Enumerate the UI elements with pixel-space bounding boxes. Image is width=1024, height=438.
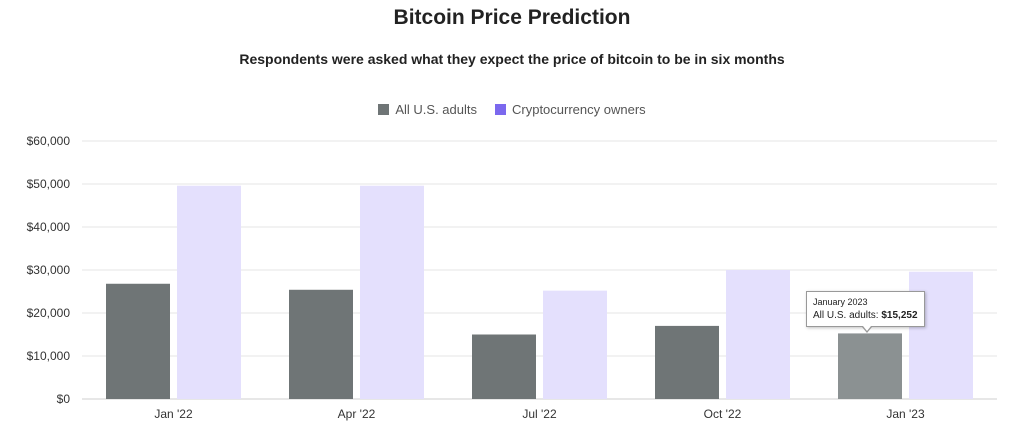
bar-all-adults	[472, 334, 536, 399]
y-tick-label: $60,000	[27, 134, 71, 148]
chart-title: Bitcoin Price Prediction	[393, 6, 631, 29]
y-tick-label: $10,000	[27, 349, 71, 363]
x-tick-label: Jan '22	[154, 407, 193, 421]
legend-swatch-crypto-owners	[495, 104, 506, 115]
legend-label-all-adults: All U.S. adults	[395, 102, 477, 117]
tooltip-label: All U.S. adults:	[813, 310, 879, 321]
bar-crypto-owners	[726, 270, 790, 399]
bar-all-adults	[655, 325, 719, 399]
legend: All U.S. adults Cryptocurrency owners	[0, 102, 1024, 117]
legend-label-crypto-owners: Cryptocurrency owners	[512, 102, 646, 117]
bar-all-adults	[838, 333, 902, 399]
bar-crypto-owners	[360, 185, 424, 399]
tooltip-value: $15,252	[881, 310, 918, 321]
x-tick-label: Oct '22	[704, 407, 742, 421]
bar-all-adults	[289, 289, 353, 399]
chart-subtitle: Respondents were asked what they expect …	[239, 51, 785, 67]
x-tick-label: Jan '23	[886, 407, 925, 421]
y-tick-label: $0	[57, 392, 71, 406]
y-tick-label: $40,000	[27, 220, 71, 234]
y-tick-label: $20,000	[27, 306, 71, 320]
bar-crypto-owners	[177, 185, 241, 399]
tooltip-title: January 2023	[813, 297, 868, 307]
y-tick-label: $30,000	[27, 263, 71, 277]
legend-item-crypto-owners[interactable]: Cryptocurrency owners	[495, 102, 646, 117]
y-tick-label: $50,000	[27, 177, 71, 191]
x-tick-label: Jul '22	[522, 407, 557, 421]
tooltip: January 2023 All U.S. adults: $15,252	[806, 291, 925, 327]
tooltip-line: All U.S. adults: $15,252	[813, 309, 918, 322]
bar-crypto-owners	[543, 290, 607, 399]
bar-all-adults	[106, 283, 170, 399]
legend-swatch-all-adults	[378, 104, 390, 115]
legend-item-all-adults[interactable]: All U.S. adults	[378, 102, 477, 117]
x-tick-label: Apr '22	[338, 407, 376, 421]
tooltip-arrow-inner	[863, 326, 871, 331]
